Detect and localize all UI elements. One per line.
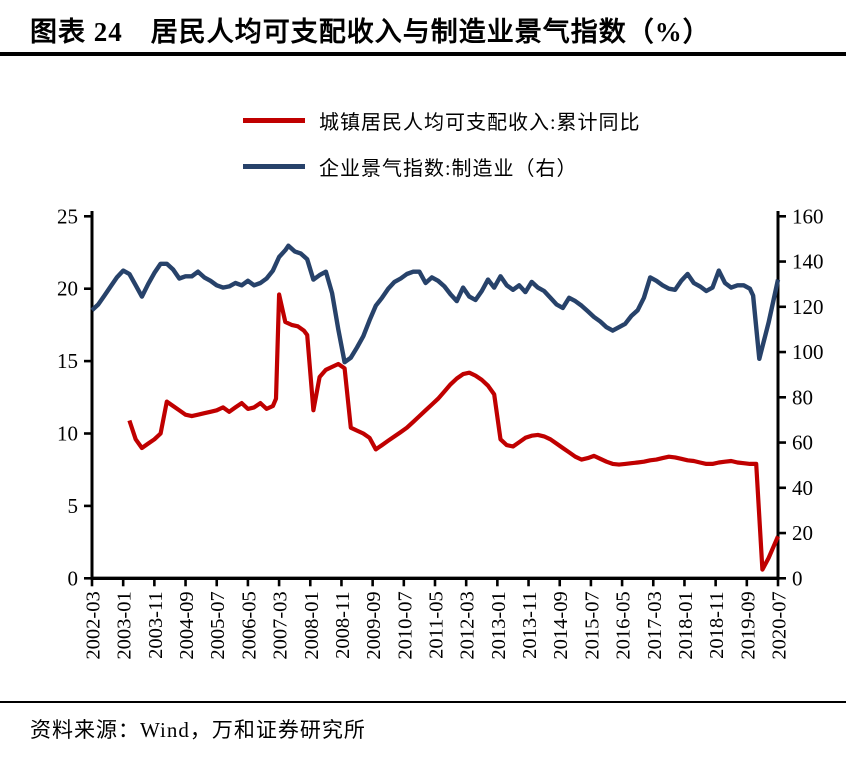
x-tick-label: 2011-05: [426, 591, 448, 659]
legend-label: 企业景气指数:制造业（右）: [319, 158, 578, 180]
x-tick-label: 2008-11: [332, 591, 354, 659]
x-tick-label: 2013-11: [519, 591, 541, 659]
x-tick-label: 2014-09: [550, 591, 572, 659]
x-tick-label: 2010-07: [394, 591, 416, 659]
left-y-axis-ticks: [84, 215, 92, 580]
x-tick-label: 2008-01: [301, 591, 323, 659]
income-growth-line: [127, 292, 780, 572]
left-tick-label: 10: [57, 422, 78, 446]
legend-item-climate-index: 企业景气指数:制造业（右）: [243, 152, 641, 181]
x-axis-labels: 2002-03 2003-01 2003-11 2004-09 2005-07 2006-…: [83, 591, 791, 659]
left-tick-label: 5: [68, 494, 79, 518]
right-tick-label: 140: [792, 250, 824, 274]
x-tick-label: 2013-01: [488, 591, 510, 659]
page-title: 图表 24 居民人均可支配收入与制造业景气指数（%）: [30, 17, 711, 47]
blue-line-swatch-icon: [243, 164, 305, 169]
legend: 城镇居民人均可支配收入:累计同比 企业景气指数:制造业（右）: [243, 106, 641, 198]
right-tick-label: 0: [792, 566, 803, 590]
right-tick-label: 100: [792, 340, 824, 364]
x-tick-label: 2004-09: [176, 591, 198, 659]
left-tick-label: 0: [68, 566, 79, 590]
x-tick-label: 2003-11: [145, 591, 167, 659]
right-tick-label: 120: [792, 295, 824, 319]
x-tick-label: 2018-11: [706, 591, 728, 659]
right-tick-label: 80: [792, 385, 813, 409]
legend-label: 城镇居民人均可支配收入:累计同比: [319, 112, 641, 134]
red-line-swatch-icon: [243, 118, 305, 123]
right-tick-label: 40: [792, 476, 813, 500]
x-axis-ticks: [90, 578, 780, 587]
left-tick-label: 20: [57, 277, 78, 301]
left-tick-label: 15: [57, 349, 78, 373]
axes: [90, 211, 780, 580]
x-tick-label: 2019-09: [737, 591, 759, 659]
manufacturing-climate-line: [90, 243, 781, 365]
x-tick-label: 2020-07: [769, 591, 791, 659]
source-note: 资料来源：Wind，万和证券研究所: [30, 718, 366, 742]
footer-divider: [0, 701, 846, 703]
x-tick-label: 2007-03: [270, 591, 292, 659]
right-tick-label: 160: [792, 204, 824, 228]
right-tick-label: 20: [792, 521, 813, 545]
left-tick-label: 25: [57, 204, 78, 228]
x-tick-label: 2005-07: [207, 591, 229, 659]
right-y-axis-labels: 0 20 40 60 80 100 120 140 160: [792, 204, 824, 590]
x-tick-label: 2017-03: [644, 591, 666, 659]
x-tick-label: 2015-07: [581, 591, 603, 659]
x-tick-label: 2002-03: [83, 591, 105, 659]
x-tick-label: 2018-01: [675, 591, 697, 659]
left-y-axis-labels: 0 5 10 15 20 25: [57, 204, 78, 590]
x-tick-label: 2006-05: [238, 591, 260, 659]
x-tick-label: 2012-03: [457, 591, 479, 659]
x-tick-label: 2016-05: [613, 591, 635, 659]
right-y-axis-ticks: [778, 215, 786, 580]
right-tick-label: 60: [792, 431, 813, 455]
title-divider: [0, 52, 846, 56]
x-tick-label: 2003-01: [114, 591, 136, 659]
legend-item-income: 城镇居民人均可支配收入:累计同比: [243, 106, 641, 135]
x-tick-label: 2009-09: [363, 591, 385, 659]
